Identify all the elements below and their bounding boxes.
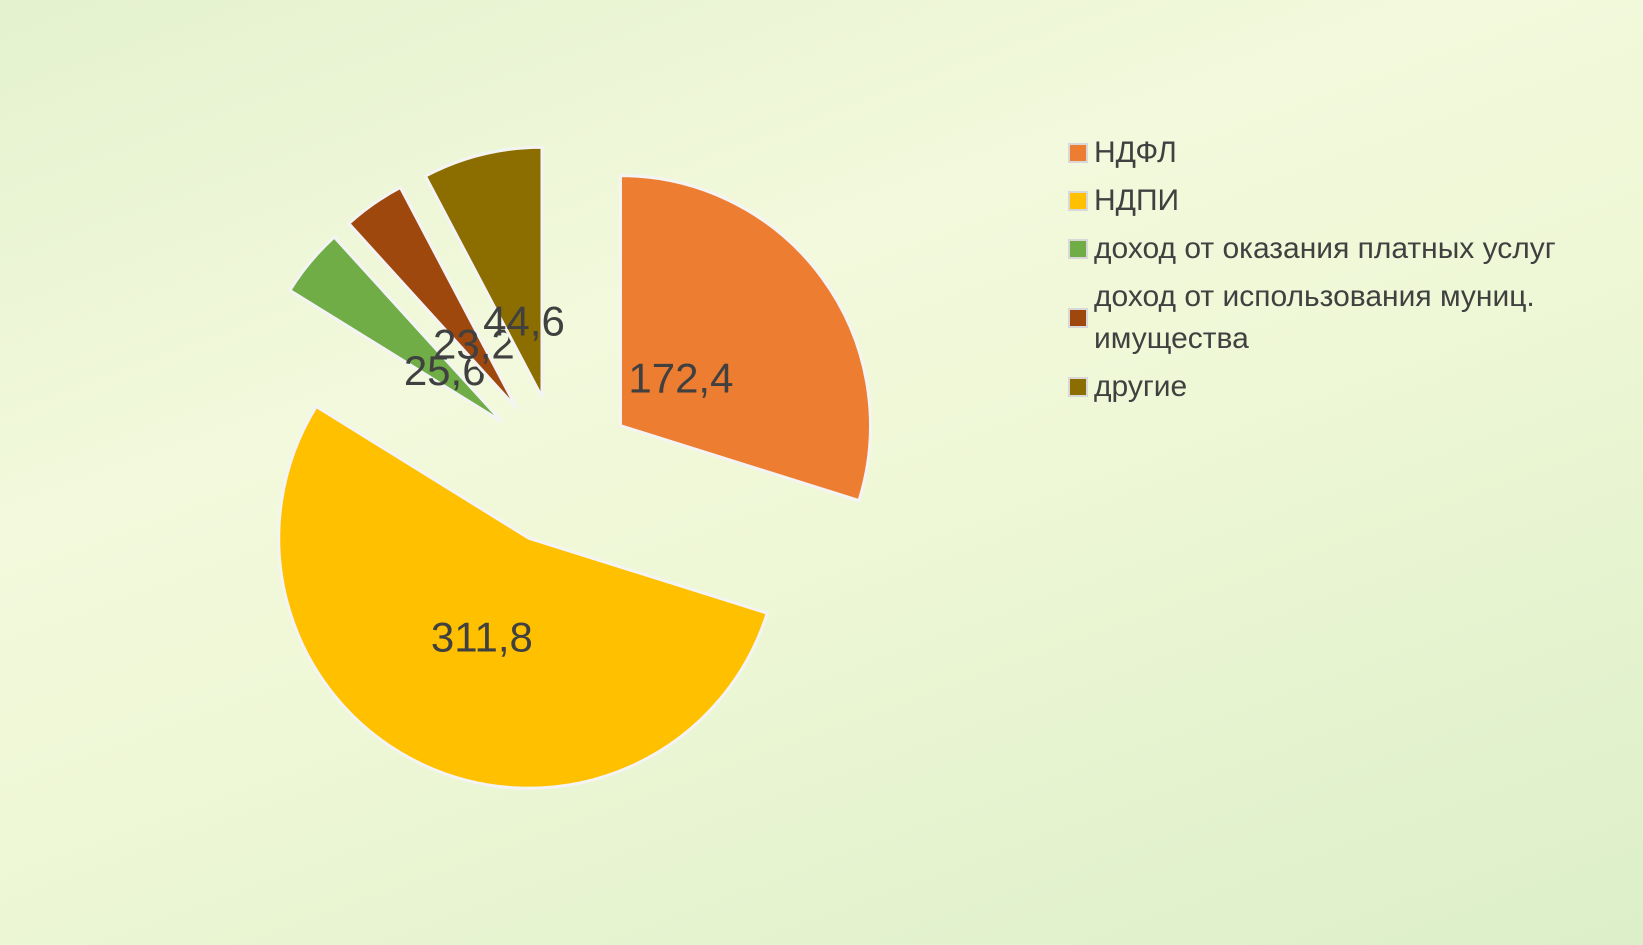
legend-swatch xyxy=(1068,308,1088,328)
legend-label: НДПИ xyxy=(1094,184,1180,217)
legend-swatch xyxy=(1068,377,1088,397)
legend-swatch xyxy=(1068,191,1088,211)
data-label: 23,2 xyxy=(433,320,515,367)
legend-item: НДПИ xyxy=(1068,180,1628,222)
legend-label: доход от оказания платных услуг xyxy=(1094,232,1556,265)
data-label: 44,6 xyxy=(483,297,565,344)
legend: НДФЛ НДПИ доход от оказания платных услуг д… xyxy=(1068,132,1628,414)
pie-slice xyxy=(423,145,544,398)
legend-item: НДФЛ xyxy=(1068,132,1628,174)
legend-swatch xyxy=(1068,143,1088,163)
pie-slice xyxy=(287,234,504,424)
legend-item: другие xyxy=(1068,366,1628,408)
pie-slice xyxy=(277,404,770,790)
pie-slice xyxy=(618,174,872,503)
data-label: 172,4 xyxy=(628,354,733,401)
pie-slice xyxy=(346,185,519,410)
legend-item: доход от использования муниц. имущества xyxy=(1068,276,1628,360)
legend-label: другие xyxy=(1094,370,1188,403)
legend-swatch xyxy=(1068,239,1088,259)
legend-label: НДФЛ xyxy=(1094,136,1177,169)
legend-label: доход от использования муниц. имущества xyxy=(1094,280,1535,355)
legend-item: доход от оказания платных услуг xyxy=(1068,228,1628,270)
data-label: 311,8 xyxy=(431,614,533,661)
